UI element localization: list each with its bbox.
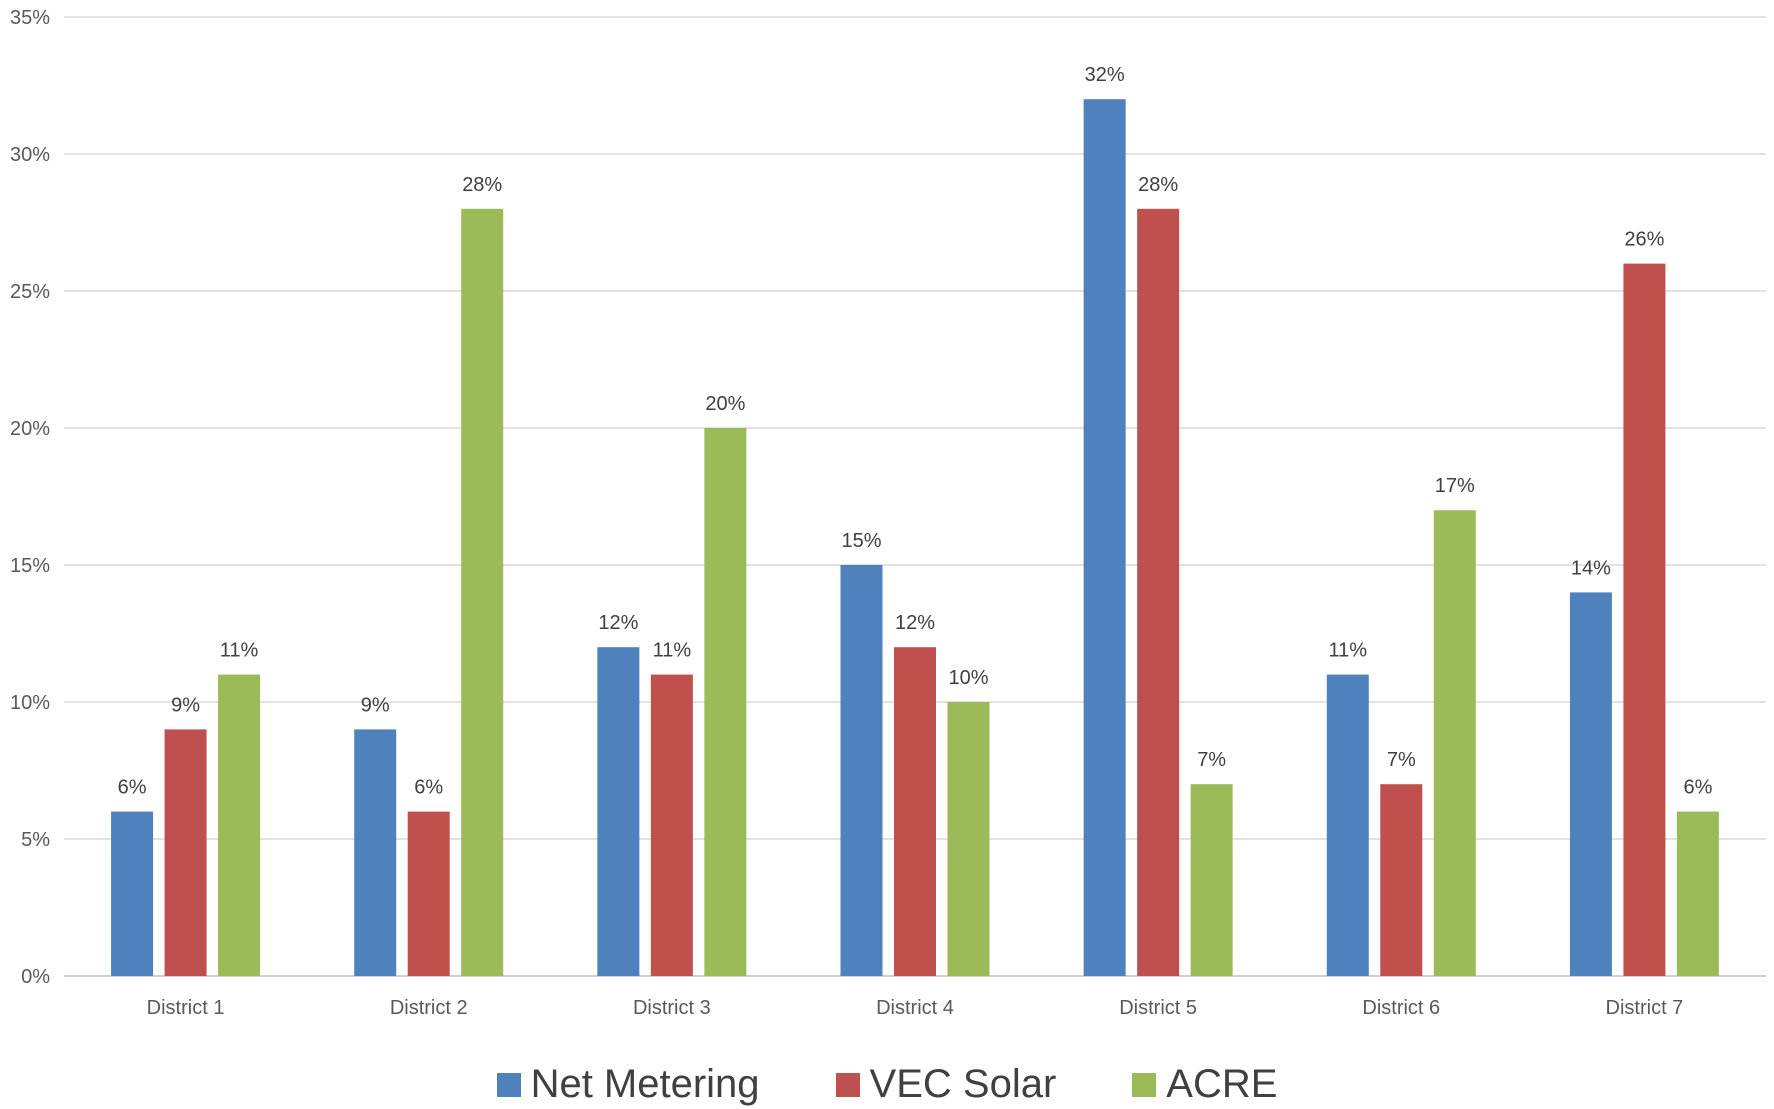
data-label: 28% — [462, 174, 502, 196]
bar-net-metering-district-6 — [1326, 674, 1369, 976]
legend-item: Net Metering — [496, 1062, 760, 1107]
bar-vec-solar-district-3 — [650, 674, 693, 976]
x-tick-label: District 2 — [390, 997, 468, 1019]
data-label: 32% — [1085, 64, 1125, 86]
bar-acre-district-7 — [1676, 811, 1719, 976]
bar-acre-district-3 — [704, 428, 747, 976]
bar-acre-district-2 — [461, 208, 504, 977]
x-tick-label: District 4 — [876, 997, 954, 1019]
data-label: 6% — [118, 777, 147, 799]
data-label: 17% — [1435, 475, 1475, 497]
data-label: 12% — [895, 612, 935, 634]
bar-net-metering-district-2 — [354, 729, 397, 976]
data-label: 7% — [1387, 749, 1416, 771]
data-label: 20% — [705, 393, 745, 415]
bars — [111, 99, 1719, 977]
bar-acre-district-1 — [218, 674, 261, 976]
data-label: 9% — [361, 694, 390, 716]
legend-swatch — [1132, 1072, 1157, 1097]
bar-net-metering-district-4 — [840, 565, 883, 976]
x-tick-label: District 1 — [147, 997, 225, 1019]
legend-label: ACRE — [1166, 1062, 1278, 1106]
data-label: 12% — [598, 612, 638, 634]
y-tick-label: 20% — [10, 418, 50, 440]
bar-vec-solar-district-1 — [164, 729, 207, 976]
bar-vec-solar-district-4 — [894, 647, 936, 976]
bar-vec-solar-district-5 — [1137, 208, 1180, 977]
legend: Net Metering VEC Solar ACRE — [0, 1062, 1774, 1107]
bar-chart: 0% 5% 10% 15% 20% 25% 30% 35% 6% 9% 11% 9% 6% 28% 12%… — [10, 7, 1766, 1019]
data-labels: 6% 9% 11% 9% 6% 28% 12% 11% 20% 15% 12% 10% 32% 28% 7%… — [118, 64, 1713, 798]
x-tick-label: District 5 — [1119, 997, 1197, 1019]
bar-net-metering-district-3 — [597, 647, 640, 976]
data-label: 6% — [414, 777, 443, 799]
bar-acre-district-5 — [1190, 784, 1233, 976]
y-tick-label: 35% — [10, 7, 50, 29]
legend-item: ACRE — [1132, 1062, 1277, 1107]
legend-swatch — [835, 1072, 860, 1097]
y-tick-label: 10% — [10, 692, 50, 714]
data-label: 6% — [1683, 777, 1712, 799]
data-label: 28% — [1138, 174, 1178, 196]
y-tick-label: 30% — [10, 144, 50, 166]
data-label: 11% — [1329, 640, 1368, 662]
x-tick-label: District 7 — [1606, 997, 1684, 1019]
bar-vec-solar-district-7 — [1623, 263, 1666, 977]
bar-acre-district-6 — [1433, 510, 1476, 976]
x-axis-tick-labels: District 1 District 2 District 3 District 4… — [147, 997, 1684, 1019]
y-tick-label: 0% — [21, 966, 50, 988]
y-axis-tick-labels: 0% 5% 10% 15% 20% 25% 30% 35% — [10, 7, 50, 988]
data-label: 11% — [220, 640, 259, 662]
legend-swatch — [496, 1072, 521, 1097]
data-label: 7% — [1197, 749, 1226, 771]
legend-item: VEC Solar — [835, 1062, 1057, 1107]
data-label: 15% — [841, 530, 881, 552]
data-label: 14% — [1571, 557, 1611, 579]
bar-net-metering-district-1 — [111, 811, 154, 976]
x-tick-label: District 6 — [1362, 997, 1440, 1019]
bar-vec-solar-district-2 — [407, 811, 450, 976]
data-label: 26% — [1624, 229, 1664, 251]
bar-vec-solar-district-6 — [1380, 784, 1423, 976]
data-label: 11% — [653, 640, 692, 662]
data-label: 10% — [948, 667, 988, 689]
legend-label: VEC Solar — [869, 1062, 1057, 1106]
data-label: 9% — [171, 694, 200, 716]
legend-label: Net Metering — [530, 1062, 760, 1106]
bar-net-metering-district-7 — [1569, 592, 1612, 976]
bar-acre-district-4 — [947, 702, 990, 976]
y-tick-label: 15% — [10, 555, 50, 577]
bar-net-metering-district-5 — [1083, 99, 1126, 976]
x-tick-label: District 3 — [633, 997, 711, 1019]
y-tick-label: 25% — [10, 281, 50, 303]
y-tick-label: 5% — [21, 829, 50, 851]
